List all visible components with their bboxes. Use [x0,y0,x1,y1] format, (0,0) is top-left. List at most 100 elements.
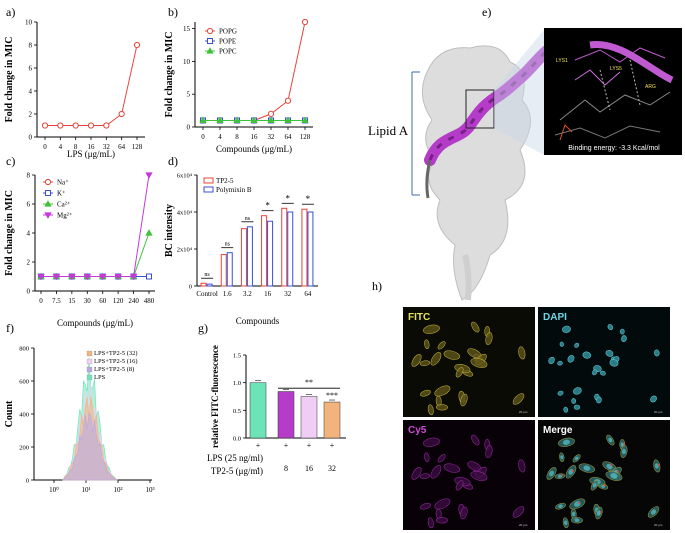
cell-nucleus [564,520,568,525]
cell-marker [599,511,602,514]
legend-marker [44,178,52,186]
cell-nucleus [557,390,564,396]
legend-swatch [86,374,93,381]
panel-label-d: d) [168,154,178,168]
chart-f: 0 200 400 600 800 Count 10⁰ 10¹ 10² 10³ LPS+TP2-5 … [4,346,155,495]
legend-swatch [86,358,93,365]
binding-energy-label: Binding energy: -3.3 Kcal/mol [568,145,660,152]
y-axis-title: Count [4,400,15,427]
cell-nucleus [608,437,613,443]
x-tick-label: 1.6 [223,290,232,298]
cell [419,360,431,367]
zoom-box [465,89,495,129]
y-tick-label: 8 [29,42,33,50]
cell-nucleus [582,351,592,359]
panel-label-e: e) [482,5,491,19]
treatment-row2-cell-2: 8 [284,464,288,473]
series-line [41,232,150,277]
treatment-row1-label: LPS (25 ng/ml) [207,453,263,463]
x-tick-label: 8 [74,143,78,151]
cell [470,471,488,481]
scale-bar-label-3: 20 μm [519,523,528,527]
cell-nucleus [557,360,563,366]
data-point [199,116,207,124]
cell-marker [578,501,581,504]
micro-label-fitc: FITC [408,312,430,323]
data-point [145,172,153,179]
cell-nucleus [549,470,554,477]
cell [434,498,451,510]
cell-nucleus [607,324,614,331]
y-tick-label: 0 [189,284,192,291]
legend-label: Polymixin B [216,186,252,194]
data-point [72,122,79,129]
panel-label-f: f) [6,321,14,335]
treatment-row1-cell-2: + [284,441,289,450]
bar [277,391,295,439]
data-point [52,273,61,281]
y-axis-title: Fold change in MIC [164,32,175,118]
y-tick-label: 15 [183,25,191,33]
y-tick-label: 10 [183,58,191,66]
legend-swatch [86,350,93,357]
y-tick-label: 6x10⁴ [177,173,193,180]
x-tick-label: 10² [113,486,122,494]
panel-g-treatment-table: LPS (25 ng/ml) TP2-5 (μg/ml) + + + + - 8… [207,441,336,476]
bar [323,401,341,439]
bar [226,252,233,287]
significance-label: ns [204,272,210,278]
bar [267,220,274,287]
x-tick-label: 15 [68,297,76,305]
cell-nucleus [600,370,606,376]
cell [437,454,446,463]
data-point [68,273,76,281]
y-tick-label: 0 [187,124,191,132]
data-point [301,18,309,26]
cell-marker [571,469,574,472]
micro-label-dapi: DAPI [543,312,567,323]
legend-label: POPG [219,28,237,36]
cell [443,350,460,360]
legend-marker [206,47,214,54]
cell-nucleus [548,356,555,365]
x-tick-label: 10¹ [81,486,90,494]
data-point [267,116,275,124]
cell [471,321,480,333]
legend-label: Mg²⁺ [57,212,73,220]
cell-nucleus [583,465,591,471]
x-tick-label: 30 [84,297,92,305]
treatment-row2-cell-4: 32 [328,464,336,473]
significance-label: ** [305,378,313,387]
x-tick-label: 32 [103,143,111,151]
data-point [129,273,138,281]
legend-swatch [203,177,214,184]
legend-label: LPS [94,374,106,381]
y-tick-label: 400 [19,412,29,419]
chart-g: 0.0 0.5 1.0 1.5 relative FITC-fluorescence **… [210,345,346,448]
cell [424,452,430,463]
data-point [301,116,309,124]
data-point [57,122,64,129]
y-tick-label: 2 [29,111,33,119]
y-tick-label: 0 [29,134,33,142]
x-tick-label: Control [196,290,217,298]
chart-d: 0 2x10⁴ 4x10⁴ 6x10⁴ BC intensity Compounds Con… [164,173,318,326]
cell-nucleus [574,518,580,523]
cell-nucleus [574,342,580,348]
bar [261,215,268,287]
x-tick-label: 64 [118,143,126,151]
cell-nucleus [605,349,614,357]
data-point [37,273,45,281]
treatment-row2-cell-1: - [257,464,260,473]
docking-illustration: Lipid A LYS1 LYS5 ARG Binding energy: -3… [368,28,682,301]
cell-marker [623,442,626,445]
chart-a: 0 2 4 6 8 10 Fold change in MIC LPS (μg/mL) 0 4 8 1… [4,19,145,159]
x-tick-label: 0 [39,297,43,305]
significance-label: *** [326,391,338,400]
panel-label-b: b) [168,5,178,19]
y-tick-label: 200 [19,445,29,452]
cell-marker [561,474,564,477]
cell [460,506,468,520]
zoom-inset-molecules [554,41,674,141]
